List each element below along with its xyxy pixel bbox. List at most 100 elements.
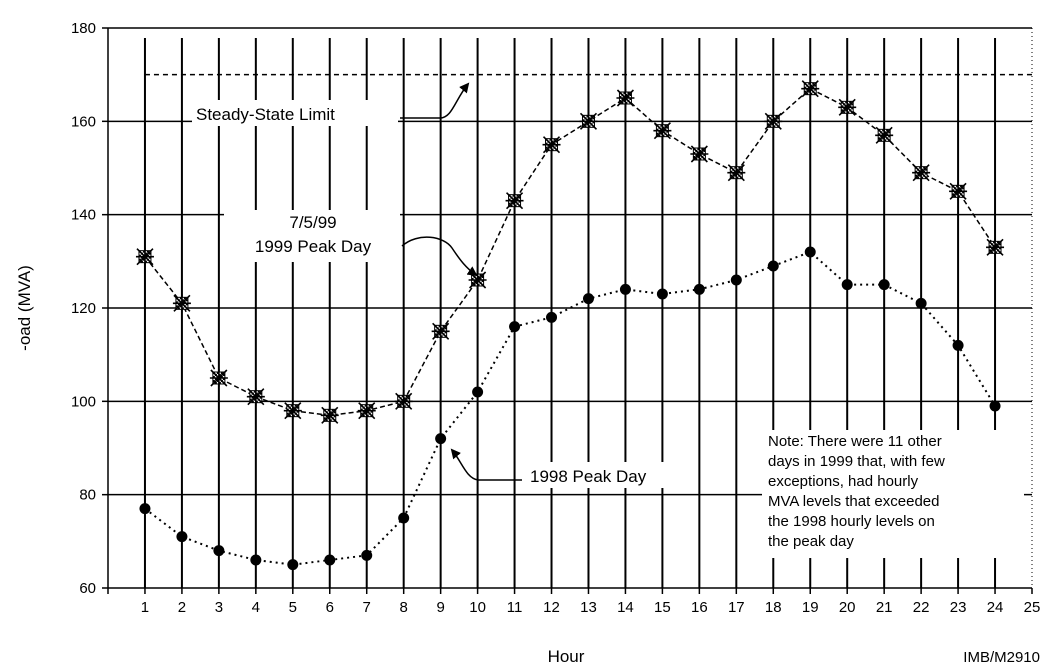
x-tick-label: 19	[802, 599, 819, 616]
x-tick-label: 16	[691, 599, 708, 616]
series-1999-point	[431, 322, 450, 341]
x-axis-label: Hour	[548, 647, 585, 666]
note-line: days in 1999 that, with few	[768, 453, 945, 470]
series-1998-point	[324, 554, 336, 566]
series-1998-point	[176, 531, 188, 543]
label-bg	[192, 100, 398, 126]
series-1998-point	[250, 554, 262, 566]
y-tick-label: 100	[71, 393, 96, 410]
series-1999-point	[912, 163, 931, 182]
series-1999-point	[875, 126, 894, 145]
series-1998-point	[287, 559, 299, 571]
marker-star	[912, 163, 931, 182]
steady-state-arrow	[400, 82, 470, 119]
note-line: Note: There were 11 other	[768, 433, 942, 450]
x-tick-label: 6	[326, 599, 334, 616]
series-1999-point	[394, 392, 413, 411]
series-1998-point	[361, 549, 373, 561]
series-1998-point	[509, 321, 521, 333]
x-tick-label: 5	[289, 599, 297, 616]
series-1998-point	[139, 503, 151, 515]
series-1999-point	[505, 191, 524, 210]
x-tick-label: 18	[765, 599, 782, 616]
note-line: exceptions, had hourly	[768, 473, 919, 490]
series-1998-point	[952, 339, 964, 351]
y-tick-label: 160	[71, 113, 96, 130]
marker-star	[209, 369, 228, 387]
marker-star	[764, 112, 783, 131]
series-1998-point	[767, 260, 779, 272]
series-1999-point	[172, 294, 191, 313]
x-tick-label: 2	[178, 599, 186, 616]
series-1999-point	[468, 271, 487, 289]
x-tick-label: 3	[215, 599, 223, 616]
marker-star	[838, 98, 857, 117]
marker-star	[690, 145, 709, 163]
marker-star	[986, 238, 1005, 257]
series-1998-point	[878, 279, 890, 291]
series-1998-point	[582, 293, 594, 305]
marker-star	[727, 163, 746, 182]
series-layer	[135, 73, 1032, 571]
series-1999-point	[209, 369, 228, 387]
series-1999-point	[283, 401, 302, 420]
x-tick-label: 10	[469, 599, 486, 616]
peak-1999-date-label: 7/5/99	[289, 213, 336, 232]
x-tick-label: 4	[252, 599, 260, 616]
marker-star	[431, 322, 450, 341]
x-tick-label: 12	[543, 599, 560, 616]
marker-star	[357, 401, 376, 420]
note-line: the peak day	[768, 533, 854, 550]
series-1998-point	[435, 433, 447, 445]
marker-star	[320, 406, 339, 425]
steady-state-label: Steady-State Limit	[196, 105, 335, 124]
series-1998-point	[213, 545, 225, 557]
series-1999-point	[801, 79, 820, 98]
x-tick-label: 21	[876, 599, 893, 616]
x-tick-label: 13	[580, 599, 597, 616]
x-tick-label: 20	[839, 599, 856, 616]
marker-star	[468, 271, 487, 289]
peak-1999-label: 1999 Peak Day	[255, 237, 372, 256]
series-1999-point	[949, 182, 968, 201]
y-tick-label: 120	[71, 300, 96, 317]
y-tick-label: 140	[71, 207, 96, 224]
marker-star	[875, 126, 894, 145]
y-tick-label: 180	[71, 20, 96, 37]
series-1999-point	[653, 121, 672, 140]
series-1998-point	[730, 274, 742, 286]
marker-star	[616, 89, 635, 107]
marker-star	[246, 387, 265, 406]
marker-star	[505, 191, 524, 210]
marker-star	[653, 121, 672, 140]
series-1998-point	[398, 512, 410, 524]
x-tick-label: 22	[913, 599, 930, 616]
series-1998-point	[619, 283, 631, 295]
x-tick-label: 1	[141, 599, 149, 616]
marker-star	[801, 79, 820, 98]
x-tick-label: 23	[950, 599, 967, 616]
label-bg	[224, 210, 400, 262]
note-line: MVA levels that exceeded	[768, 493, 940, 510]
x-tick-label: 24	[987, 599, 1004, 616]
series-1999-point	[320, 406, 339, 425]
x-tick-label: 11	[507, 599, 523, 616]
series-1999-point	[135, 247, 154, 266]
series-1998-point	[915, 297, 927, 309]
series-1998-point	[546, 311, 558, 323]
series-1999-point	[690, 145, 709, 163]
x-tick-label: 9	[436, 599, 444, 616]
peak-1998-arrow	[450, 448, 522, 481]
marker-star	[394, 392, 413, 411]
series-1998-point	[804, 246, 816, 258]
series-1999-point	[727, 163, 746, 182]
series-1999-point	[579, 112, 598, 131]
marker-star	[542, 135, 561, 154]
y-tick-label: 80	[79, 487, 96, 504]
series-1999-point	[616, 89, 635, 107]
series-1998-point	[472, 386, 484, 398]
x-tick-label: 25	[1024, 599, 1041, 616]
marker-star	[135, 247, 154, 266]
